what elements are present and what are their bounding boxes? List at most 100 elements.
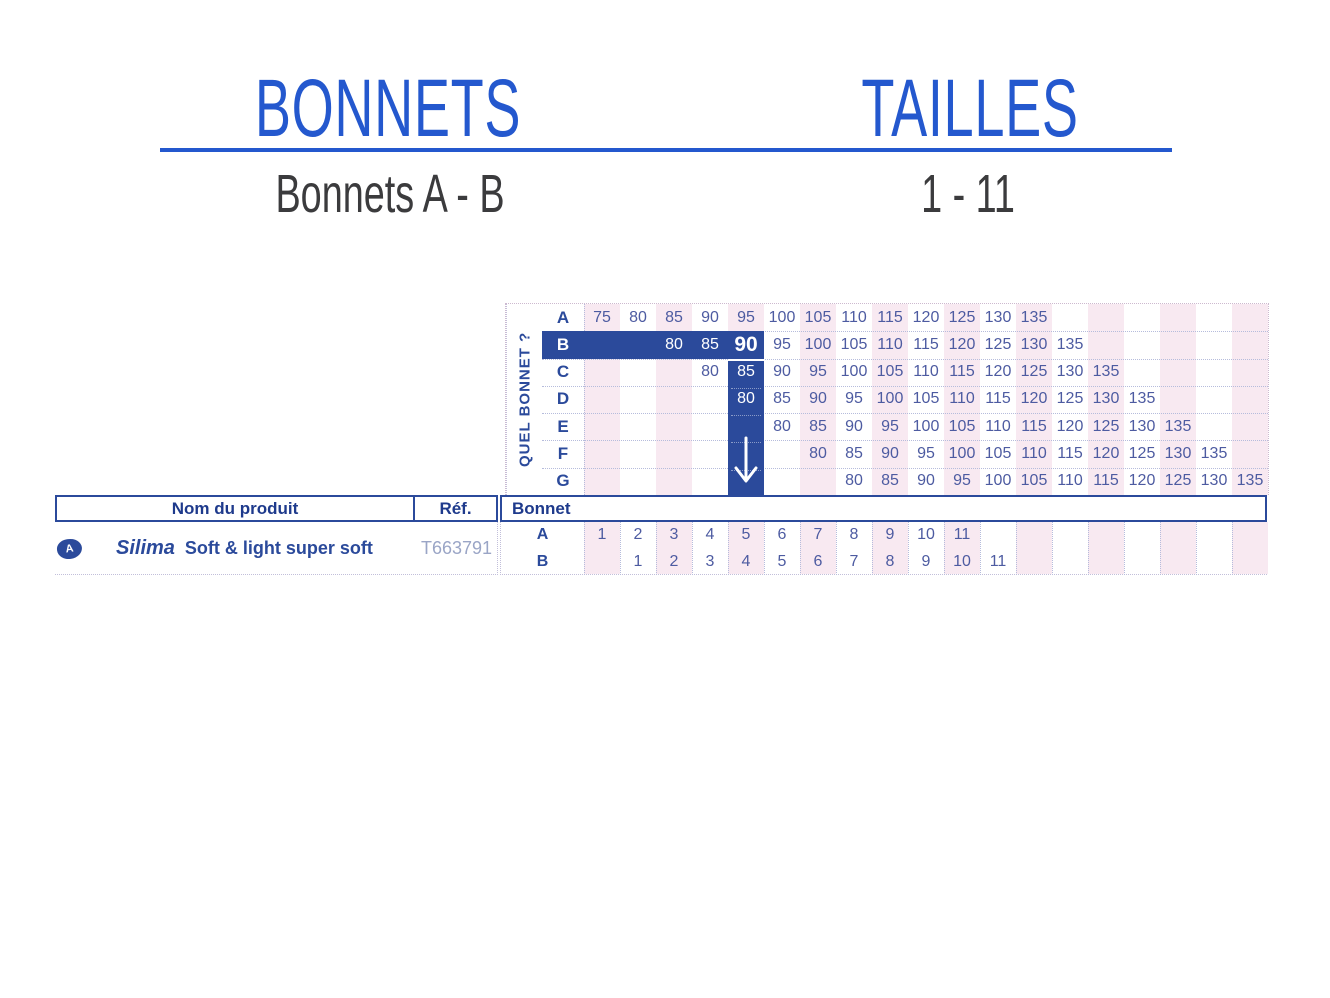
product-name: Soft & light super soft bbox=[184, 538, 373, 558]
size-cell: 135 bbox=[1200, 445, 1228, 463]
bonnet-column-header: Bonnet bbox=[512, 498, 571, 518]
size-cell: 85 bbox=[665, 308, 683, 326]
column-separator bbox=[1088, 522, 1089, 575]
size-cell: 80 bbox=[845, 472, 863, 490]
tailles-title: TAILLES bbox=[861, 63, 1079, 154]
size-cell: 100 bbox=[768, 308, 796, 326]
size-cell: 120 bbox=[912, 308, 940, 326]
size-cell: 115 bbox=[1057, 445, 1083, 463]
column-separator bbox=[656, 522, 657, 575]
size-cell: 100 bbox=[984, 472, 1012, 490]
size-cell: 115 bbox=[877, 308, 903, 326]
size-cell: 85 bbox=[809, 417, 827, 435]
size-cell: 75 bbox=[593, 308, 611, 326]
size-cell: 110 bbox=[913, 363, 939, 381]
size-cell: 115 bbox=[1093, 472, 1119, 490]
row-separator bbox=[731, 387, 761, 389]
cup-row-label: F bbox=[557, 444, 569, 464]
size-cell: 110 bbox=[1021, 445, 1047, 463]
row-separator bbox=[542, 413, 1268, 415]
highlight-band bbox=[542, 331, 764, 359]
product-size-cell: 5 bbox=[777, 552, 787, 570]
bonnet-row-label: A bbox=[536, 526, 549, 543]
highlight-column bbox=[728, 358, 764, 495]
cup-row-label: C bbox=[556, 362, 570, 382]
size-cell: 135 bbox=[1020, 308, 1048, 326]
size-cell: 120 bbox=[984, 363, 1012, 381]
product-name-line: A Silima Soft & light super soft bbox=[55, 522, 373, 575]
column-separator bbox=[1124, 522, 1125, 575]
size-cell: 130 bbox=[1128, 417, 1156, 435]
size-cell: 105 bbox=[840, 335, 868, 353]
column-separator bbox=[764, 522, 765, 575]
size-cell: 90 bbox=[917, 472, 935, 490]
product-size-cell: 3 bbox=[705, 552, 715, 570]
column-separator bbox=[1196, 522, 1197, 575]
size-cell: 95 bbox=[881, 417, 899, 435]
size-cell: 120 bbox=[1092, 445, 1120, 463]
column-separator bbox=[836, 522, 837, 575]
size-cell: 120 bbox=[1056, 417, 1084, 435]
product-size-cell: 8 bbox=[885, 552, 895, 570]
row-separator bbox=[542, 467, 1268, 469]
size-cell: 85 bbox=[737, 363, 755, 381]
size-cell: 130 bbox=[1200, 472, 1228, 490]
column-separator bbox=[584, 522, 585, 575]
size-cell: 110 bbox=[1057, 472, 1083, 490]
row-separator bbox=[542, 331, 1268, 333]
size-cell: 110 bbox=[985, 417, 1011, 435]
size-cell: 115 bbox=[985, 390, 1011, 408]
product-size-cell: 8 bbox=[849, 526, 859, 544]
bonnet-row-label: B bbox=[536, 552, 549, 570]
size-cell: 80 bbox=[773, 417, 791, 435]
size-cell: 115 bbox=[1021, 417, 1047, 435]
size-cell: 90 bbox=[701, 308, 719, 326]
chart-side-label: QUEL BONNET ? bbox=[506, 304, 543, 495]
product-size-cell: 9 bbox=[885, 526, 895, 544]
size-cell: 95 bbox=[953, 472, 971, 490]
size-cell: 80 bbox=[737, 390, 755, 408]
product-row: A Silima Soft & light super soft bbox=[55, 522, 498, 575]
size-cell: 105 bbox=[948, 417, 976, 435]
size-cell: 95 bbox=[845, 390, 863, 408]
size-cell: 135 bbox=[1056, 335, 1084, 353]
size-cell: 80 bbox=[701, 363, 719, 381]
size-cell: 110 bbox=[949, 390, 975, 408]
product-badge-icon: A bbox=[55, 536, 84, 561]
product-size-cell: 7 bbox=[813, 526, 823, 544]
size-cell: 135 bbox=[1236, 472, 1264, 490]
product-brand: Silima bbox=[116, 537, 175, 559]
cup-row-label: E bbox=[557, 416, 569, 436]
size-cell: 80 bbox=[809, 445, 827, 463]
size-cell: 125 bbox=[1092, 417, 1120, 435]
product-size-cell: 11 bbox=[989, 552, 1007, 570]
row-separator bbox=[542, 385, 1268, 387]
size-cell: 95 bbox=[737, 308, 755, 326]
product-size-cell: 7 bbox=[849, 552, 859, 570]
cup-row-label: G bbox=[556, 471, 570, 491]
bonnets-title: BONNETS bbox=[254, 63, 522, 154]
column-separator bbox=[692, 522, 693, 575]
product-size-cell: 10 bbox=[953, 552, 971, 570]
column-separator bbox=[1052, 522, 1053, 575]
size-cell: 90 bbox=[845, 417, 863, 435]
column-separator bbox=[1016, 522, 1017, 575]
product-size-cell: 6 bbox=[777, 526, 787, 544]
column-separator bbox=[1232, 522, 1233, 575]
product-size-cell: 4 bbox=[705, 526, 715, 544]
down-arrow-icon bbox=[728, 436, 764, 490]
size-cell: 120 bbox=[948, 335, 976, 353]
product-size-cell: 2 bbox=[633, 526, 643, 544]
size-cell: 80 bbox=[629, 308, 647, 326]
product-size-grid: 1 2 3 4 5 6 7 8 9 10 11 1 2 3 4 5 6 7 8 9 10 11 bbox=[584, 522, 1268, 575]
size-cell: 130 bbox=[984, 308, 1012, 326]
cup-row-label: A bbox=[556, 307, 570, 327]
size-cell: 115 bbox=[913, 335, 939, 353]
size-cell: 115 bbox=[949, 363, 975, 381]
size-cell: 90 bbox=[734, 332, 758, 356]
bonnet-table-header: Bonnet bbox=[500, 495, 1267, 522]
size-cell: 125 bbox=[1056, 390, 1084, 408]
product-size-cell: 4 bbox=[741, 552, 751, 570]
size-cell: 85 bbox=[701, 335, 719, 353]
